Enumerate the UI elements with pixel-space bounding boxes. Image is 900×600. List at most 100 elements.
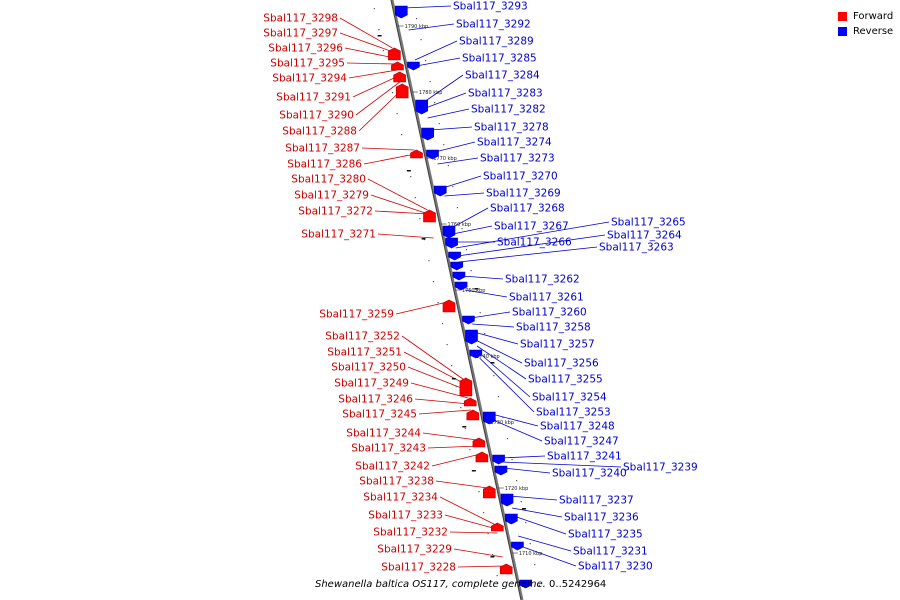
gene-label[interactable]: Sbal117_3268 (490, 203, 565, 215)
reverse-gene-feature[interactable] (426, 149, 439, 160)
forward-gene-feature[interactable] (388, 47, 401, 61)
gene-label[interactable]: Sbal117_3234 (363, 492, 438, 504)
forward-gene-feature[interactable] (483, 485, 496, 499)
gene-label[interactable]: Sbal117_3257 (520, 339, 595, 351)
gene-label[interactable]: Sbal117_3244 (346, 428, 421, 440)
reverse-gene-feature[interactable] (505, 513, 518, 525)
gene-label[interactable]: Sbal117_3270 (483, 171, 558, 183)
reverse-gene-feature[interactable] (494, 465, 508, 476)
gene-label[interactable]: Sbal117_3232 (373, 527, 448, 539)
gene-label[interactable]: Sbal117_3293 (453, 1, 528, 13)
gene-label[interactable]: Sbal117_3239 (623, 462, 698, 474)
gene-label[interactable]: Sbal117_3292 (456, 19, 531, 31)
gene-label[interactable]: Sbal117_3228 (381, 562, 456, 574)
gene-label[interactable]: Sbal117_3253 (536, 407, 611, 419)
gene-label[interactable]: Sbal117_3285 (462, 53, 537, 65)
gene-label[interactable]: Sbal117_3255 (528, 374, 603, 386)
gene-label[interactable]: Sbal117_3291 (276, 92, 351, 104)
gene-label[interactable]: Sbal117_3243 (351, 443, 426, 455)
gene-label[interactable]: Sbal117_3249 (334, 378, 409, 390)
reverse-gene-feature[interactable] (500, 493, 514, 507)
gene-label[interactable]: Sbal117_3263 (599, 242, 674, 254)
forward-gene-feature[interactable] (442, 299, 456, 313)
reverse-gene-feature[interactable] (415, 99, 428, 115)
gene-label[interactable]: Sbal117_3242 (355, 461, 430, 473)
gene-label[interactable]: Sbal117_3297 (263, 28, 338, 40)
gene-label[interactable]: Sbal117_3298 (263, 13, 338, 25)
gene-label[interactable]: Sbal117_3246 (338, 394, 413, 406)
gene-label[interactable]: Sbal117_3271 (301, 229, 376, 241)
gene-label[interactable]: Sbal117_3295 (270, 58, 345, 70)
forward-gene-feature[interactable] (499, 563, 513, 575)
reverse-gene-feature[interactable] (445, 237, 458, 249)
reverse-gene-feature[interactable] (511, 541, 524, 551)
gene-label[interactable]: Sbal117_3279 (294, 190, 369, 202)
gene-label[interactable]: Sbal117_3290 (279, 110, 354, 122)
gene-label[interactable]: Sbal117_3252 (325, 331, 400, 343)
gene-label[interactable]: Sbal117_3236 (564, 512, 639, 524)
gene-label[interactable]: Sbal117_3296 (268, 43, 343, 55)
gene-label[interactable]: Sbal117_3259 (319, 309, 394, 321)
gene-label[interactable]: Sbal117_3229 (377, 544, 452, 556)
gene-label[interactable]: Sbal117_3261 (509, 292, 584, 304)
gene-label[interactable]: Sbal117_3233 (368, 510, 443, 522)
forward-gene-feature[interactable] (391, 61, 404, 71)
gene-label[interactable]: Sbal117_3288 (282, 126, 357, 138)
forward-gene-feature[interactable] (393, 71, 406, 83)
reverse-gene-feature[interactable] (452, 271, 466, 281)
gene-label[interactable]: Sbal117_3284 (465, 70, 540, 82)
gene-label[interactable]: Sbal117_3289 (459, 36, 534, 48)
gene-label[interactable]: Sbal117_3273 (480, 153, 555, 165)
gene-label[interactable]: Sbal117_3231 (573, 546, 648, 558)
gene-label[interactable]: Sbal117_3267 (494, 221, 569, 233)
reverse-gene-feature[interactable] (469, 349, 483, 359)
gene-label[interactable]: Sbal117_3283 (468, 88, 543, 100)
gene-label[interactable]: Sbal117_3282 (471, 104, 546, 116)
reverse-gene-feature[interactable] (450, 261, 464, 271)
gene-label[interactable]: Sbal117_3256 (524, 358, 599, 370)
gene-label[interactable]: Sbal117_3286 (287, 159, 362, 171)
reverse-gene-feature[interactable] (482, 411, 496, 425)
gene-label[interactable]: Sbal117_3230 (578, 561, 653, 573)
gene-label[interactable]: Sbal117_3235 (568, 529, 643, 541)
reverse-gene-feature[interactable] (519, 579, 532, 589)
reverse-gene-feature[interactable] (395, 5, 408, 19)
gene-label[interactable]: Sbal117_3269 (486, 188, 561, 200)
gene-label[interactable]: Sbal117_3272 (298, 206, 373, 218)
forward-gene-feature[interactable] (423, 209, 436, 223)
gene-label[interactable]: Sbal117_3260 (512, 307, 587, 319)
forward-gene-feature[interactable] (463, 397, 477, 407)
gene-label[interactable]: Sbal117_3251 (327, 347, 402, 359)
reverse-gene-feature[interactable] (421, 127, 435, 141)
reverse-gene-feature[interactable] (442, 225, 456, 239)
gene-label[interactable]: Sbal117_3247 (544, 436, 619, 448)
gene-label[interactable]: Sbal117_3280 (291, 174, 366, 186)
reverse-gene-feature[interactable] (407, 61, 420, 71)
forward-gene-feature[interactable] (475, 451, 489, 463)
gene-label[interactable]: Sbal117_3250 (331, 362, 406, 374)
forward-gene-feature[interactable] (395, 83, 409, 99)
reverse-gene-feature[interactable] (448, 251, 461, 261)
gene-label[interactable]: Sbal117_3264 (607, 230, 682, 242)
gene-label[interactable]: Sbal117_3245 (342, 409, 417, 421)
forward-gene-feature[interactable] (466, 409, 480, 421)
reverse-gene-feature[interactable] (492, 454, 505, 465)
gene-label[interactable]: Sbal117_3258 (516, 322, 591, 334)
gene-label[interactable]: Sbal117_3294 (272, 73, 347, 85)
reverse-gene-feature[interactable] (465, 329, 478, 345)
gene-label[interactable]: Sbal117_3266 (497, 237, 572, 249)
gene-label[interactable]: Sbal117_3241 (547, 451, 622, 463)
gene-label[interactable]: Sbal117_3240 (552, 468, 627, 480)
gene-label[interactable]: Sbal117_3265 (611, 217, 686, 229)
gene-label[interactable]: Sbal117_3278 (474, 122, 549, 134)
gene-label[interactable]: Sbal117_3254 (532, 392, 607, 404)
forward-gene-feature[interactable] (410, 149, 423, 159)
reverse-gene-feature[interactable] (434, 185, 447, 197)
gene-label[interactable]: Sbal117_3248 (540, 421, 615, 433)
gene-label[interactable]: Sbal117_3274 (477, 137, 552, 149)
forward-gene-feature[interactable] (472, 437, 486, 448)
forward-gene-feature[interactable] (459, 377, 473, 397)
gene-label[interactable]: Sbal117_3237 (559, 495, 634, 507)
reverse-gene-feature[interactable] (462, 315, 475, 325)
gene-label[interactable]: Sbal117_3287 (285, 143, 360, 155)
